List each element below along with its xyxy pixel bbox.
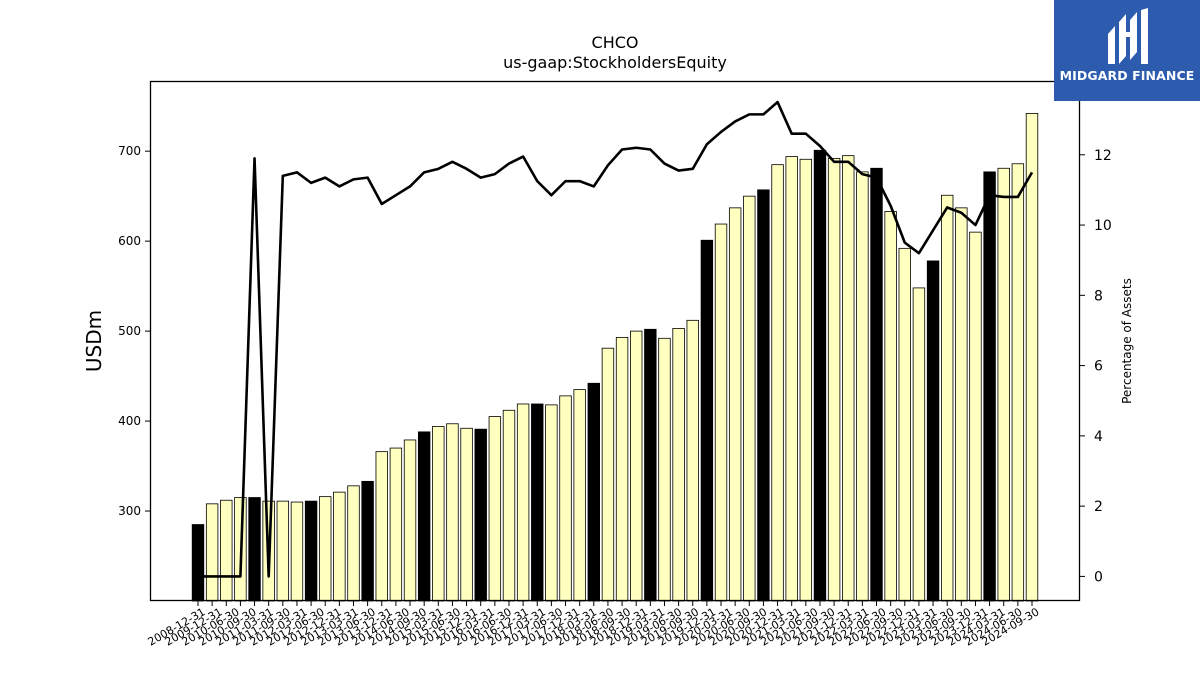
bar-2015-09-30: [573, 389, 586, 602]
bar-2018-03-31: [714, 223, 728, 602]
bar-2013-12-31: [474, 428, 487, 602]
midgard-finance-logo: MIDGARD FINANCE: [1054, 0, 1200, 101]
bar-2008-12-31: [191, 524, 205, 602]
bar-2013-03-31: [432, 426, 445, 602]
chart-title: CHCO: [592, 33, 639, 52]
bar-2023-03-31: [997, 167, 1010, 602]
bar-2015-12-31: [587, 382, 600, 602]
bar-2016-12-31: [644, 328, 657, 602]
bar-2017-03-31: [658, 337, 671, 602]
bar-2020-09-30: [856, 171, 869, 602]
y2-tick-label-4: 4: [1094, 429, 1103, 445]
y2-tick-label-10: 10: [1094, 218, 1112, 234]
bar-2011-12-31: [361, 480, 374, 602]
bar-2013-06-30: [446, 423, 459, 602]
chart-subtitle: us-gaap:StockholdersEquity: [503, 53, 727, 72]
bar-2010-12-31: [304, 500, 318, 602]
bar-2011-06-30: [333, 491, 346, 602]
bar-2019-06-30: [785, 156, 798, 602]
bar-2020-12-31: [870, 167, 883, 602]
y-axis-label: USDm: [82, 310, 106, 372]
bar-2018-12-31: [757, 189, 770, 602]
bar-2018-09-30: [743, 195, 756, 602]
bar-2021-09-30: [912, 287, 926, 602]
logo-text: MIDGARD FINANCE: [1059, 68, 1195, 83]
y2-tick-label-12: 12: [1094, 148, 1112, 164]
bar-2020-03-31: [827, 157, 841, 602]
y2-tick-label-0: 0: [1094, 569, 1103, 585]
y-axis: 300 400 500 600 700: [118, 144, 150, 518]
plot-frame: [149, 80, 1081, 602]
y-tick-label-700: 700: [118, 144, 141, 158]
bar-2010-09-30: [290, 501, 304, 602]
y-tick-label-400: 400: [118, 414, 141, 428]
bar-2020-06-30: [842, 155, 855, 602]
bar-2012-06-30: [389, 447, 403, 602]
bar-2010-06-30: [276, 500, 290, 602]
bar-2019-12-31: [813, 149, 827, 602]
bar-2012-09-30: [403, 439, 417, 602]
y2-tick-label-6: 6: [1094, 359, 1103, 375]
y2-axis: 0 2 4 6 8 10 12: [1080, 148, 1112, 585]
bar-2015-06-30: [559, 395, 572, 602]
y2-axis-label: Percentage of Assets: [1120, 278, 1134, 404]
bar-2017-12-31: [700, 239, 714, 602]
bar-2023-06-30: [1011, 163, 1025, 602]
bar-2019-03-31: [771, 164, 784, 602]
line-layer: [198, 100, 1034, 578]
y-tick-label-600: 600: [118, 234, 141, 248]
bar-2018-06-30: [728, 207, 742, 602]
bar-2014-12-31: [531, 403, 544, 602]
bar-2016-09-30: [630, 330, 643, 602]
bar-2017-06-30: [672, 327, 685, 602]
bar-2023-09-30: [1025, 112, 1039, 602]
bar-2021-12-31: [926, 260, 940, 602]
bar-2022-09-30: [969, 231, 982, 602]
x-axis: 2008-12-312009-12-312010-06-302010-09-30…: [146, 601, 1042, 649]
bar-2017-09-30: [686, 319, 699, 602]
bar-2009-12-31: [248, 497, 261, 602]
bar-2011-09-30: [347, 485, 360, 602]
bar-2022-03-31: [940, 194, 954, 602]
midgard-logo-mark-icon: [1108, 8, 1148, 64]
y-tick-label-300: 300: [118, 504, 141, 518]
bar-2019-09-30: [799, 158, 813, 602]
bar-2022-06-30: [955, 207, 968, 602]
bar-2016-03-31: [601, 347, 615, 602]
bar-2009-06-30: [220, 499, 233, 602]
bar-2015-03-31: [545, 404, 558, 602]
bar-2014-06-30: [502, 409, 516, 602]
series-line-percentage-of-assets: [198, 100, 1034, 578]
bar-2021-03-31: [884, 211, 897, 602]
bar-2014-03-31: [488, 416, 502, 602]
bar-2014-09-30: [516, 403, 530, 602]
y-tick-label-500: 500: [118, 324, 141, 338]
bar-2022-12-31: [983, 171, 996, 602]
bar-2011-03-31: [319, 496, 332, 602]
y2-tick-label-2: 2: [1094, 499, 1103, 515]
bar-2013-09-30: [460, 427, 473, 602]
y2-tick-label-8: 8: [1094, 288, 1103, 304]
bars-layer: [191, 112, 1039, 602]
bar-2012-03-31: [375, 451, 388, 602]
bar-2012-12-31: [417, 431, 431, 602]
bar-2016-06-30: [615, 336, 629, 602]
bar-2021-06-30: [898, 247, 911, 602]
bar-2009-03-31: [205, 503, 219, 602]
